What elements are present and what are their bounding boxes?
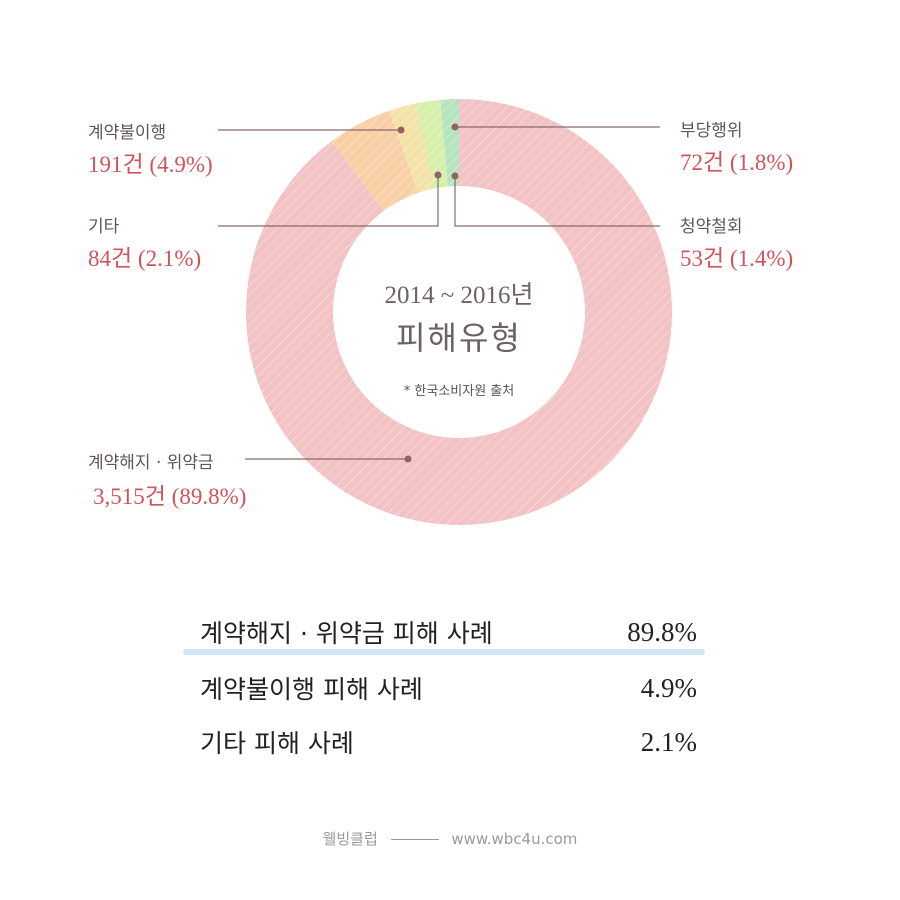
segment-hatch bbox=[331, 110, 418, 212]
segment-hatch bbox=[440, 99, 459, 187]
callout-value: 53건 (1.4%) bbox=[680, 246, 794, 271]
callout-value: 72건 (1.8%) bbox=[680, 150, 794, 175]
callout-name: 부당행위 bbox=[680, 121, 743, 141]
summary-value: 89.8% bbox=[627, 616, 697, 647]
callout-name: 기타 bbox=[88, 217, 120, 237]
donut-segments bbox=[246, 99, 672, 525]
callout-name: 청약철회 bbox=[680, 217, 743, 237]
footer: 웰빙클럽 www.wbc4u.com bbox=[0, 828, 900, 849]
footer-url[interactable]: www.wbc4u.com bbox=[451, 830, 578, 848]
summary-value: 2.1% bbox=[640, 726, 697, 757]
center-years: 2014 ~ 2016년 bbox=[384, 282, 534, 309]
summary-label: 기타 피해 사례 bbox=[200, 729, 354, 758]
callout-name: 계약불이행 bbox=[88, 123, 167, 143]
summary-label: 계약불이행 피해 사례 bbox=[200, 675, 423, 704]
summary-row: 기타 피해 사례 2.1% bbox=[200, 722, 697, 762]
summary-row: 계약불이행 피해 사례 4.9% bbox=[200, 668, 697, 708]
callout-contract-termination: 계약해지 · 위약금 3,515건 (89.8%) bbox=[88, 448, 246, 511]
segment-hatch bbox=[416, 99, 448, 189]
callout-unfair-practice: 부당행위 72건 (1.8%) bbox=[680, 116, 793, 177]
segment-hatch bbox=[389, 103, 434, 193]
footer-divider bbox=[390, 839, 439, 840]
callout-other: 기타 84건 (2.1%) bbox=[88, 212, 201, 273]
center-title: 피해유형 bbox=[396, 319, 522, 357]
callout-subscription-withdrawal: 청약철회 53건 (1.4%) bbox=[680, 212, 793, 273]
callout-name: 계약해지 · 위약금 bbox=[88, 453, 214, 473]
center-source-note: * 한국소비자원 출처 bbox=[403, 384, 515, 399]
callout-value: 191건 (4.9%) bbox=[88, 152, 213, 177]
callout-contract-nonperformance: 계약불이행 191건 (4.9%) bbox=[88, 118, 213, 179]
highlight-underline bbox=[183, 649, 705, 655]
summary-row: 계약해지 · 위약금 피해 사례 89.8% bbox=[200, 612, 697, 652]
callout-dots bbox=[397, 123, 459, 463]
callout-value: 84건 (2.1%) bbox=[88, 246, 202, 271]
summary-label: 계약해지 · 위약금 피해 사례 bbox=[200, 619, 493, 648]
segment-hatch bbox=[246, 99, 672, 525]
callout-value: 3,515건 (89.8%) bbox=[93, 484, 247, 509]
callout-lines bbox=[218, 126, 660, 460]
footer-brand: 웰빙클럽 bbox=[322, 830, 378, 848]
donut-chart bbox=[218, 99, 672, 525]
summary-value: 4.9% bbox=[640, 672, 697, 703]
